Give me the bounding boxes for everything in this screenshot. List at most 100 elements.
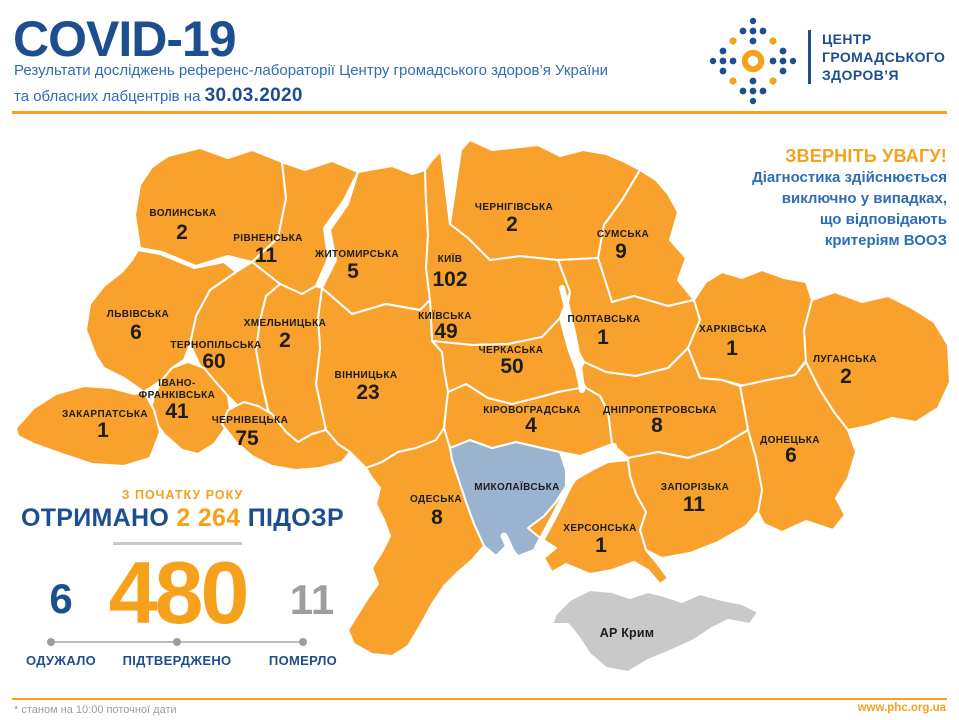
region-value-khmelnytska: 2	[279, 329, 291, 352]
region-value-volynska: 2	[176, 221, 188, 244]
notice-line-2: виключно у випадках,	[781, 190, 947, 207]
region-value-sumska: 9	[615, 240, 627, 263]
region-value-odeska: 8	[431, 506, 443, 529]
region-value-zhytomyrska: 5	[347, 260, 359, 283]
region-label-chernihivska: ЧЕРНІГІВСЬКА	[475, 202, 553, 213]
subtitle-prefix: та обласних лабцентрів на	[14, 88, 205, 105]
confirmed-label: ПІДТВЕРДЖЕНО	[122, 653, 232, 668]
region-value-kirovohradska: 4	[525, 414, 537, 437]
notice-line-1: Діагностика здійснюється	[752, 169, 947, 186]
region-label-khersonska: ХЕРСОНСЬКА	[563, 523, 636, 534]
region-label-luhanska: ЛУГАНСЬКА	[813, 354, 877, 365]
region-value-poltavska: 1	[597, 326, 609, 349]
region-value-luhanska: 2	[840, 365, 852, 388]
stats-received-line: ОТРИМАНО 2 264 ПІДОЗР	[10, 504, 355, 533]
received-prefix: ОТРИМАНО	[20, 504, 170, 532]
region-shape-crimea	[551, 589, 759, 673]
stats-period-label: З ПОЧАТКУ РОКУ	[121, 488, 244, 502]
region-label-mykolaivska: МИКОЛАЇВСЬКА	[474, 480, 560, 493]
timeline-dot-confirmed	[173, 638, 181, 646]
timeline-dot-recovered	[47, 638, 55, 646]
footer-divider-line	[12, 698, 947, 700]
logo-line1: ЦЕНТР	[822, 31, 872, 47]
notice-title: ЗВЕРНІТЬ УВАГУ!	[785, 146, 947, 166]
region-label-volynska: ВОЛИНСЬКА	[149, 208, 216, 219]
region-label-kharkivska: ХАРКІВСЬКА	[699, 324, 767, 335]
page-subtitle-line2: та обласних лабцентрів на 30.03.2020	[14, 85, 303, 107]
header-divider-line	[12, 111, 947, 114]
region-value-cherkaska: 50	[500, 355, 523, 378]
page-title: COVID-19	[13, 11, 237, 67]
region-label-ivano-frankivska: ФРАНКІВСЬКА	[139, 390, 216, 401]
region-label-zaporizka: ЗАПОРІЗЬКА	[661, 482, 730, 493]
received-value: 2 264	[176, 504, 241, 532]
region-label-rivnenska: РІВНЕНСЬКА	[233, 233, 303, 244]
region-value-lvivska: 6	[130, 321, 142, 344]
rivers	[500, 285, 617, 574]
region-label-ternopilska: ТЕРНОПІЛЬСЬКА	[170, 340, 261, 351]
region-label-khmelnytska: ХМЕЛЬНИЦЬКА	[244, 318, 327, 329]
region-label-vinnytska: ВІННИЦЬКА	[334, 370, 397, 381]
region-value-chernivetska: 75	[235, 427, 259, 450]
region-label-zakarpatska: ЗАКАРПАТСЬКА	[62, 409, 148, 420]
region-value-zaporizka: 11	[683, 493, 706, 516]
report-date: 30.03.2020	[204, 85, 303, 106]
region-label-kyivska: КИЇВСЬКА	[418, 309, 472, 322]
region-label-poltavska: ПОЛТАВСЬКА	[567, 314, 640, 325]
region-shape-zakarpatska	[15, 385, 161, 467]
logo-line3: ЗДОРОВ’Я	[822, 67, 899, 83]
region-label-dnipropetrovska: ДНІПРОПЕТРОВСЬКА	[603, 405, 717, 416]
region-label-kirovohradska: КІРОВОГРАДСЬКА	[483, 405, 580, 416]
footnote: * станом на 10:00 поточної дати	[14, 704, 177, 716]
region-value-kyiv-city: 102	[432, 268, 467, 291]
recovered-label: ОДУЖАЛО	[25, 653, 97, 668]
region-shape-odeska	[347, 427, 485, 657]
recovered-count: 6	[49, 575, 73, 622]
dnieper-river-middle	[559, 285, 585, 393]
stats-block: З ПОЧАТКУ РОКУ ОТРИМАНО 2 264 ПІДОЗР 6 4…	[10, 480, 355, 680]
region-label-chernivetska: ЧЕРНІВЕЦЬКА	[212, 415, 288, 426]
logo-divider	[808, 30, 811, 84]
notice-line-3: що відповідають	[819, 211, 947, 228]
region-value-zakarpatska: 1	[97, 419, 109, 442]
region-label-zhytomyrska: ЖИТОМИРСЬКА	[314, 249, 399, 260]
oblast-shapes	[15, 139, 951, 673]
region-label-odeska: ОДЕСЬКА	[410, 494, 462, 505]
dnieper-river-lower	[535, 443, 617, 549]
confirmed-count: 480	[108, 543, 250, 642]
region-label-crimea: АР Крим	[600, 626, 654, 640]
received-suffix: ПІДОЗР	[247, 504, 344, 532]
website-link[interactable]: www.phc.org.ua	[857, 702, 946, 714]
logo-line2: ГРОМАДСЬКОГО	[822, 49, 946, 65]
region-value-donetska: 6	[785, 444, 797, 467]
timeline-dot-died	[299, 638, 307, 646]
region-label-donetska: ДОНЕЦЬКА	[760, 435, 820, 446]
notice-line-4: критеріям ВООЗ	[824, 232, 947, 249]
region-shape-rivnenska	[251, 160, 359, 295]
region-value-rivnenska: 11	[255, 244, 278, 267]
region-value-kyivska: 49	[434, 320, 457, 343]
region-value-chernihivska: 2	[506, 213, 518, 236]
region-value-kharkivska: 1	[726, 337, 738, 360]
region-value-vinnytska: 23	[356, 381, 379, 404]
region-label-kyiv-city: КИЇВ	[438, 252, 463, 265]
notice-block: ЗВЕРНІТЬ УВАГУ! Діагностика здійснюється…	[657, 146, 947, 251]
region-label-lvivska: ЛЬВІВСЬКА	[107, 309, 169, 320]
region-value-dnipropetrovska: 8	[651, 414, 663, 437]
phc-logo-icon	[709, 17, 797, 105]
region-label-cherkaska: ЧЕРКАСЬКА	[479, 345, 544, 356]
region-label-ivano-frankivska: ІВАНО-	[158, 378, 195, 389]
region-label-sumska: СУМСЬКА	[597, 229, 649, 240]
bug-estuary	[500, 532, 524, 574]
region-value-ivano-frankivska: 41	[165, 400, 189, 423]
died-label: ПОМЕРЛО	[268, 653, 338, 668]
page-subtitle-line1: Результати досліджень референс-лаборатор…	[14, 62, 608, 79]
stats-rule	[113, 542, 242, 545]
logo-wordmark: ЦЕНТР ГРОМАДСЬКОГО ЗДОРОВ’Я	[822, 30, 945, 84]
region-value-ternopilska: 60	[202, 350, 225, 373]
region-shape-chernivetska	[221, 401, 351, 471]
region-value-khersonska: 1	[595, 534, 607, 557]
